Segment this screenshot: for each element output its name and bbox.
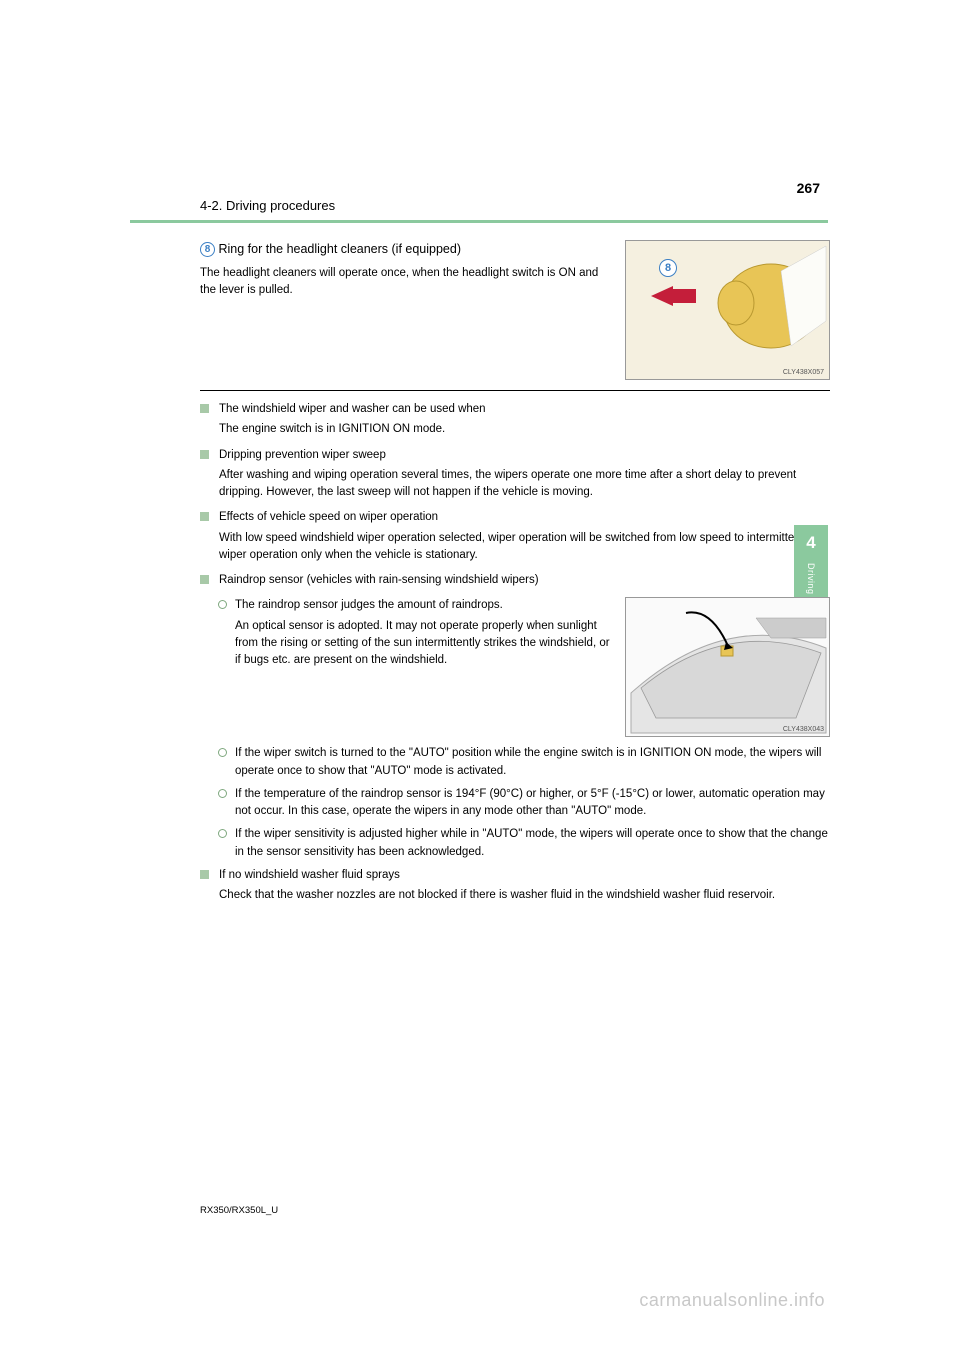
item-title: If no windshield washer fluid sprays	[219, 867, 830, 884]
sub-item-extra: An optical sensor is adopted. It may not…	[235, 618, 610, 670]
sub-item-text: The raindrop sensor judges the amount of…	[235, 597, 610, 614]
page-number: 267	[797, 180, 820, 196]
step-title: Ring for the headlight cleaners (if equi…	[218, 242, 461, 256]
step-text: 8 Ring for the headlight cleaners (if eq…	[200, 240, 610, 380]
figure-label-2: CLY438X043	[783, 726, 824, 733]
chapter-tab: 4 Driving	[794, 525, 828, 609]
item-body: The engine switch is in IGNITION ON mode…	[219, 421, 830, 438]
step-number-badge: 8	[200, 242, 215, 257]
info-item: Effects of vehicle speed on wiper operat…	[200, 509, 830, 564]
info-item: If no windshield washer fluid sprays Che…	[200, 867, 830, 905]
figure-sealant-bottle: 8 CLY438X057	[625, 240, 830, 380]
info-item: Dripping prevention wiper sweep After wa…	[200, 447, 830, 502]
item-title: Raindrop sensor (vehicles with rain-sens…	[219, 572, 830, 589]
item-title: Effects of vehicle speed on wiper operat…	[219, 509, 830, 526]
circle-bullet-icon	[218, 829, 227, 838]
sub-item-text: If the wiper switch is turned to the "AU…	[235, 745, 830, 780]
circle-bullet-icon	[218, 600, 227, 609]
sub-item-text: If the wiper sensitivity is adjusted hig…	[235, 826, 830, 861]
square-bullet-icon	[200, 870, 209, 879]
footer-model: RX350/RX350L_U	[200, 1205, 278, 1216]
item-body: Check that the washer nozzles are not bl…	[219, 887, 830, 904]
arrow-body	[671, 289, 696, 303]
circle-bullet-icon	[218, 789, 227, 798]
figure-windshield-sensor: CLY438X043	[625, 597, 830, 737]
step-row: 8 Ring for the headlight cleaners (if eq…	[200, 240, 830, 380]
tab-number: 4	[806, 533, 815, 553]
item-title: Dripping prevention wiper sweep	[219, 447, 830, 464]
tab-label: Driving	[806, 563, 816, 595]
info-item: The windshield wiper and washer can be u…	[200, 401, 830, 439]
item-title: The windshield wiper and washer can be u…	[219, 401, 830, 418]
item-body: After washing and wiping operation sever…	[219, 467, 830, 502]
sensor-sub-row: The raindrop sensor judges the amount of…	[218, 597, 830, 737]
section-divider	[200, 390, 830, 391]
figure-label-1: CLY438X057	[783, 369, 824, 376]
section-header: 4-2. Driving procedures	[200, 198, 335, 213]
item-body: With low speed windshield wiper operatio…	[219, 530, 830, 565]
sub-info-item: If the wiper sensitivity is adjusted hig…	[218, 826, 830, 861]
square-bullet-icon	[200, 575, 209, 584]
circle-bullet-icon	[218, 748, 227, 757]
square-bullet-icon	[200, 512, 209, 521]
sub-info-item: If the temperature of the raindrop senso…	[218, 786, 830, 821]
arrow-icon	[651, 286, 673, 306]
info-item: Raindrop sensor (vehicles with rain-sens…	[200, 572, 830, 589]
figure-callout-8: 8	[659, 259, 677, 277]
sub-item-text: If the temperature of the raindrop senso…	[235, 786, 830, 821]
sub-info-item: If the wiper switch is turned to the "AU…	[218, 745, 830, 780]
square-bullet-icon	[200, 450, 209, 459]
watermark: carmanualsonline.info	[639, 1290, 825, 1311]
square-bullet-icon	[200, 404, 209, 413]
header-divider	[130, 220, 828, 223]
step-description: The headlight cleaners will operate once…	[200, 265, 610, 300]
